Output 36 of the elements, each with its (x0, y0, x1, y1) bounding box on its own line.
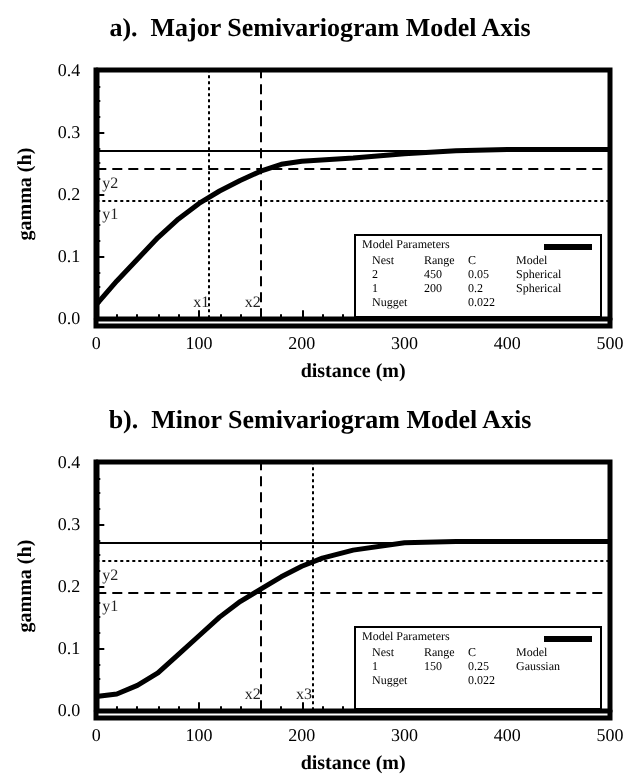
ref-line-label: x1 (193, 293, 210, 312)
ref-line-label: y2 (102, 566, 119, 585)
y-tick-label: 0.0 (57, 308, 82, 329)
y-tick-label: 0.0 (57, 700, 82, 721)
y-tick-label: 0.4 (57, 452, 82, 472)
x-tick-label: 400 (493, 725, 522, 746)
y-tick-label: 0.2 (57, 184, 81, 205)
ref-line-label: x2 (244, 293, 261, 312)
y-tick-label: 0.4 (57, 60, 82, 80)
ref-line-label: x2 (244, 685, 261, 704)
x-tick-label: 100 (185, 333, 214, 354)
y-tick-label: 0.3 (57, 514, 82, 535)
chart-title: a). Major Semivariogram Model Axis (109, 12, 531, 42)
y-axis-title: gamma (h) (15, 539, 37, 633)
chart-title: b). Minor Semivariogram Model Axis (108, 404, 532, 434)
x-tick-label: 400 (493, 333, 522, 354)
x-axis-title: distance (m) (300, 361, 406, 383)
ref-line-label: y1 (102, 205, 119, 224)
x-tick-label: 200 (288, 333, 317, 354)
x-tick-label: 500 (596, 725, 625, 746)
x-tick-label: 500 (596, 333, 625, 354)
y-tick-label: 0.1 (57, 246, 81, 267)
x-tick-label: 0 (91, 333, 102, 354)
y-tick-label: 0.3 (57, 122, 82, 143)
ref-line-label: y2 (102, 174, 119, 193)
y-axis-title: gamma (h) (15, 147, 37, 241)
x-axis-title: distance (m) (300, 753, 406, 775)
ref-line-label: x3 (296, 685, 313, 704)
x-tick-label: 100 (185, 725, 214, 746)
x-tick-label: 300 (391, 333, 420, 354)
x-tick-label: 300 (391, 725, 420, 746)
ref-line-label: y1 (102, 597, 119, 616)
y-tick-label: 0.2 (57, 576, 81, 597)
y-tick-label: 0.1 (57, 638, 81, 659)
x-tick-label: 0 (91, 725, 102, 746)
x-tick-label: 200 (288, 725, 317, 746)
